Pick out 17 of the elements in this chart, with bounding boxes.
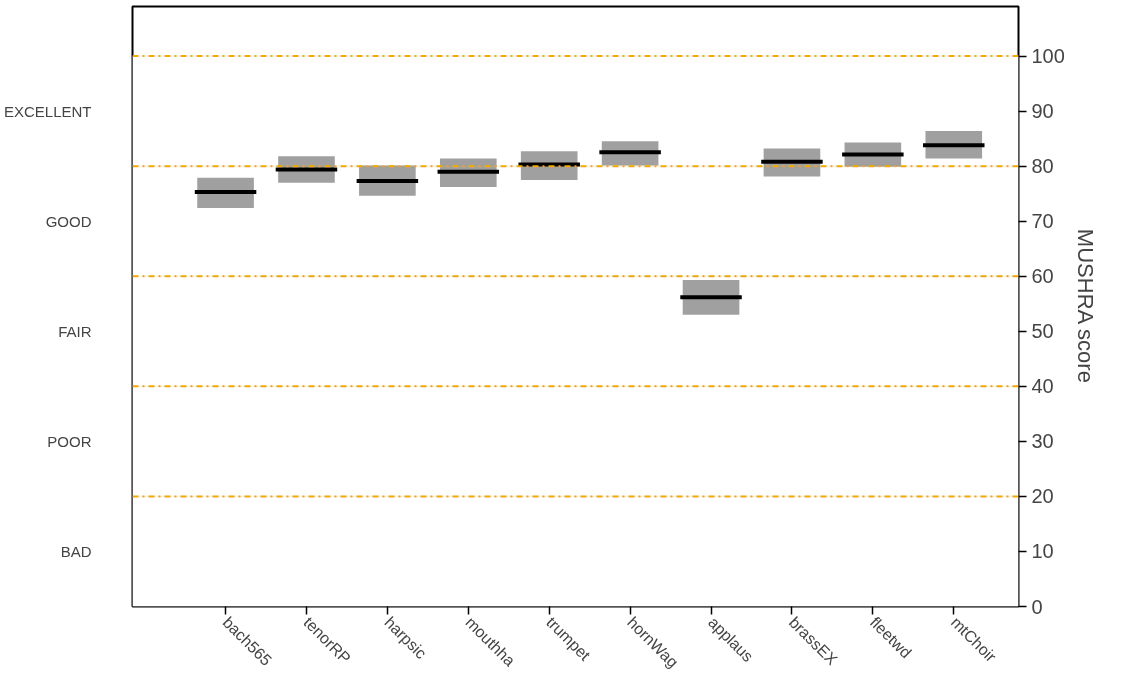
y-tick-label: 60 (1031, 265, 1054, 288)
band-label: POOR (47, 432, 92, 450)
y-tick-label: 80 (1031, 155, 1054, 178)
y-tick-label: 70 (1031, 210, 1054, 233)
band-label: FAIR (58, 322, 92, 340)
y-tick-label: 10 (1031, 540, 1054, 563)
band-label: EXCELLENT (3, 102, 92, 120)
y-tick-label: 90 (1031, 100, 1054, 123)
y-tick-label: 30 (1031, 430, 1054, 453)
band-label: BAD (60, 542, 92, 560)
y-tick-label: 100 (1031, 45, 1065, 68)
y-axis-title: MUSHRA score (1072, 228, 1098, 383)
y-tick-label: 0 (1031, 595, 1043, 618)
y-tick-label: 20 (1031, 485, 1054, 508)
band-label: GOOD (45, 212, 92, 230)
y-tick-label: 50 (1031, 320, 1054, 343)
y-tick-label: 40 (1031, 375, 1054, 398)
